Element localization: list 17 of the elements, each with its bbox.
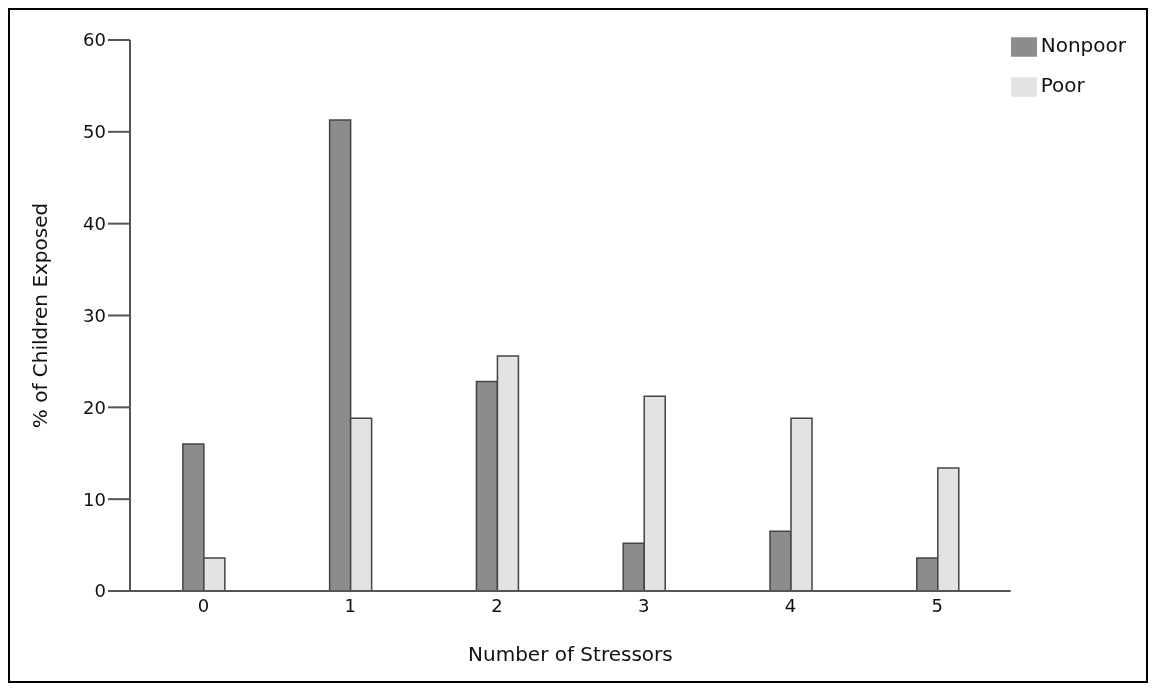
y-tick-label: 50: [83, 121, 106, 143]
y-tick-label: 20: [83, 396, 106, 418]
x-tick-label: 5: [931, 594, 944, 616]
x-tick-label: 0: [197, 594, 210, 616]
legend-label: Nonpoor: [1040, 33, 1126, 57]
x-tick-label: 3: [638, 594, 650, 616]
y-tick-label: 30: [83, 304, 106, 326]
y-tick-label: 60: [83, 29, 106, 51]
x-tick-label: 1: [344, 594, 356, 616]
y-tick-label: 0: [94, 580, 106, 602]
y-tick-label: 40: [83, 213, 106, 235]
legend-label: Poor: [1040, 73, 1085, 97]
y-axis-title: % of Children Exposed: [28, 202, 53, 429]
y-tick-label: 10: [83, 488, 106, 510]
x-axis-title: Number of Stressors: [468, 642, 673, 666]
x-tick-label: 4: [784, 594, 797, 616]
x-tick-label: 2: [491, 594, 503, 616]
